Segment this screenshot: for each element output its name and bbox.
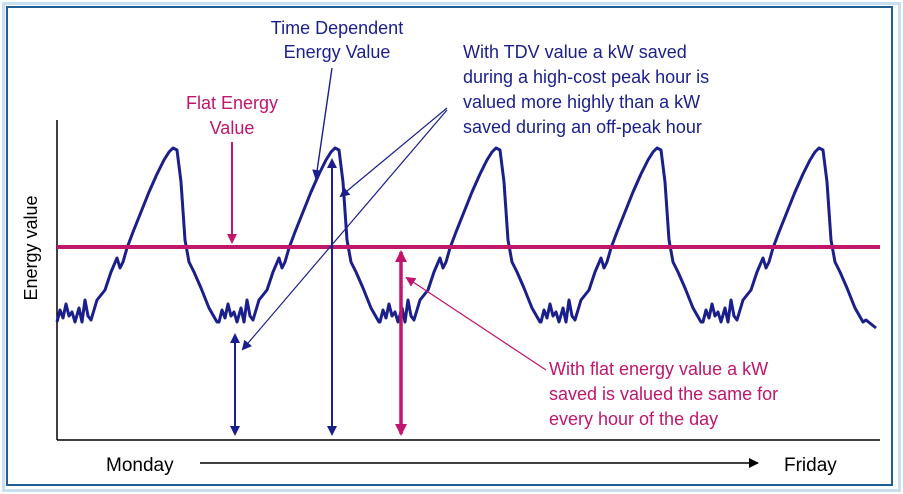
flat-note-line: With flat energy value a kW <box>549 359 768 379</box>
tdv-curve <box>55 146 877 330</box>
tdv-title-line2: Energy Value <box>284 42 391 62</box>
flat-note-line: saved is valued the same for <box>549 384 778 404</box>
tdv-note-pointer-peak <box>339 107 448 198</box>
flat-title-line2: Value <box>210 118 255 138</box>
x-end-label: Friday <box>784 455 837 476</box>
x-start-label: Monday <box>106 455 174 476</box>
flat-note-line: every hour of the day <box>549 409 718 429</box>
y-axis-label: Energy value <box>21 195 41 300</box>
tdv-note-line: With TDV value a kW saved <box>463 42 687 62</box>
tdv-note-line: during a high-cost peak hour is <box>463 67 709 87</box>
flat-note-pointer <box>405 276 547 371</box>
tdv-note-line: saved during an off-peak hour <box>463 117 702 137</box>
tdv-note-line: valued more highly than a kW <box>463 92 700 112</box>
tdv-note-pointer-offpeak <box>241 109 448 351</box>
tdv-title-line1: Time Dependent <box>271 18 403 38</box>
flat-title-line1: Flat Energy <box>186 93 278 113</box>
tdv-title-pointer <box>312 67 333 180</box>
